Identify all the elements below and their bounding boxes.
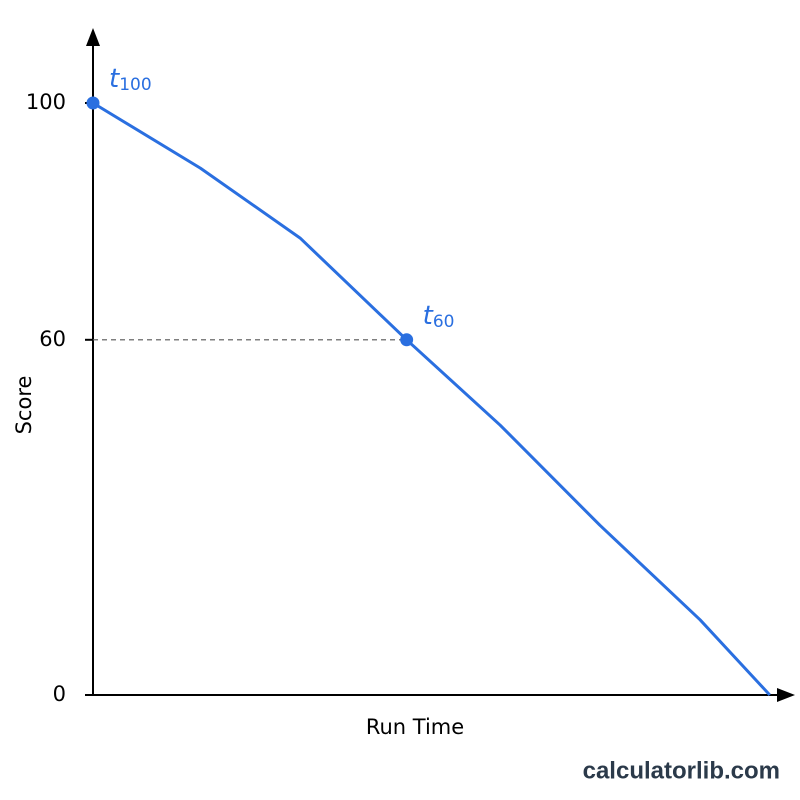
watermark: calculatorlib.com bbox=[583, 757, 780, 784]
y-axis-arrow bbox=[86, 28, 100, 46]
y-tick-label: 60 bbox=[39, 327, 66, 351]
marker-label: t100 bbox=[109, 64, 152, 96]
marker-label-sub: 100 bbox=[119, 75, 151, 95]
marker-label-main: t bbox=[423, 300, 434, 330]
line bbox=[92, 101, 771, 697]
x-axis-label: Run Time bbox=[366, 715, 464, 739]
x-axis-arrow bbox=[777, 688, 795, 702]
y-axis-label: Score bbox=[12, 376, 36, 435]
y-tick-label: 0 bbox=[53, 682, 66, 706]
marker-label: t60 bbox=[423, 300, 455, 332]
marker bbox=[400, 333, 414, 347]
marker-label-sub: 60 bbox=[433, 312, 455, 332]
marker-label-main: t bbox=[109, 64, 120, 94]
marker bbox=[86, 96, 100, 110]
y-tick-label: 100 bbox=[26, 90, 66, 114]
